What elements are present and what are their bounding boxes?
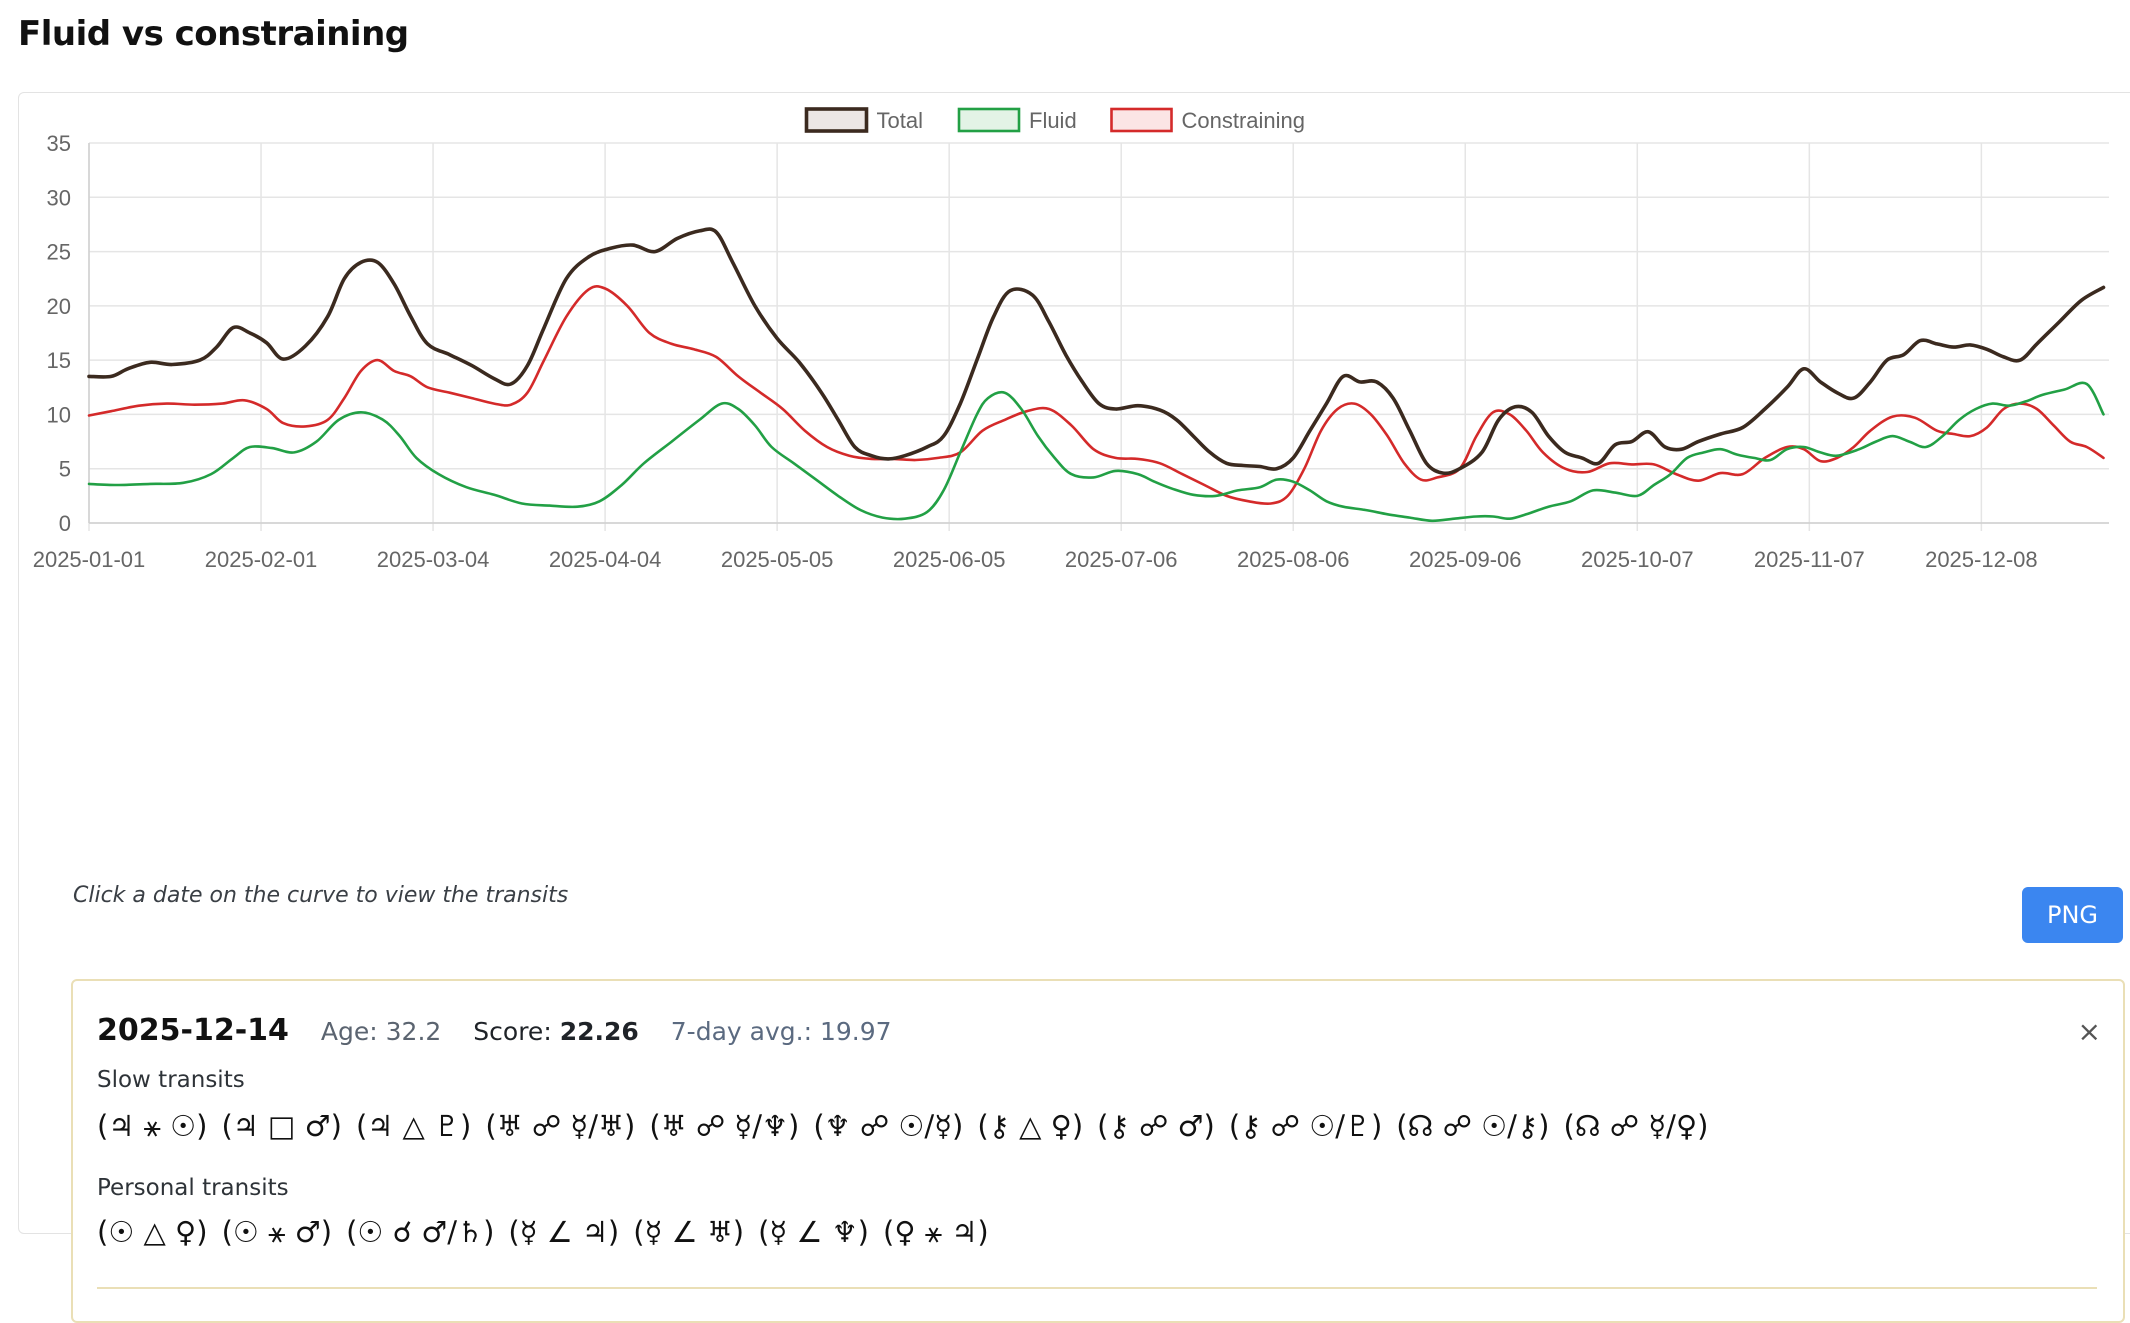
slow-transit[interactable]: (♃ ⚹ ☉): [97, 1109, 208, 1143]
x-tick-label: 2025-11-07: [1754, 547, 1865, 572]
score-label: Score:: [473, 1017, 552, 1046]
x-tick-label: 2025-06-05: [893, 547, 1006, 572]
y-tick-label: 10: [47, 402, 71, 427]
x-tick-label: 2025-07-06: [1065, 547, 1178, 572]
slow-transit[interactable]: (☊ ☍ ☿/♀): [1563, 1109, 1709, 1143]
legend-label-fluid: Fluid: [1029, 108, 1077, 133]
close-icon[interactable]: ×: [2077, 1015, 2101, 1048]
transit-detail-panel: 2025-12-14 Age: 32.2 Score: 22.26 7-day …: [71, 979, 2125, 1323]
png-export-button[interactable]: PNG: [2022, 887, 2123, 943]
x-tick-label: 2025-10-07: [1581, 547, 1694, 572]
slow-transit[interactable]: (♅ ☍ ☿/♆): [649, 1109, 800, 1143]
score-value: 22.26: [559, 1017, 639, 1046]
y-tick-label: 35: [47, 131, 71, 156]
personal-transit[interactable]: (☿ ∠ ♆): [758, 1215, 870, 1249]
detail-header: 2025-12-14 Age: 32.2 Score: 22.26 7-day …: [97, 1013, 892, 1048]
chart-card: 0 5 10 15 20 25 30 35 2025-01-01 2025-02-01 2025-0…: [18, 92, 2130, 1323]
slow-transit[interactable]: (♅ ☍ ☿/♅): [485, 1109, 636, 1143]
x-tick-label: 2025-03-04: [377, 547, 490, 572]
detail-age: Age: 32.2: [320, 1017, 442, 1046]
slow-transit[interactable]: (♃ □ ♂): [221, 1109, 342, 1143]
detail-date: 2025-12-14: [97, 1013, 289, 1048]
series-line-total: [87, 227, 2106, 476]
slow-transit[interactable]: (☊ ☍ ☉/⚷): [1396, 1109, 1550, 1143]
chart-hint: Click a date on the curve to view the tr…: [73, 883, 569, 908]
slow-transit[interactable]: (⚷ △ ♀): [977, 1109, 1084, 1143]
x-tick-label: 2025-04-04: [549, 547, 662, 572]
slow-transit[interactable]: (♃ △ ♇): [355, 1109, 472, 1143]
slow-transits-label: Slow transits: [97, 1067, 245, 1093]
personal-transit[interactable]: (☿ ∠ ♅): [633, 1215, 745, 1249]
personal-transit[interactable]: (♀ ⚹ ♃): [883, 1215, 989, 1249]
x-tick-label: 2025-01-01: [33, 547, 146, 572]
y-tick-label: 15: [47, 348, 71, 373]
personal-transit[interactable]: (☉ ⚹ ♂): [221, 1215, 333, 1249]
slow-transits-list: (♃ ⚹ ☉) (♃ □ ♂) (♃ △ ♇) (♅ ☍ ☿/♅) (♅ ☍ ☿/♆) (…: [97, 1109, 1723, 1144]
personal-transit[interactable]: (☉ ☌ ♂/♄): [346, 1215, 495, 1249]
slow-transit[interactable]: (♆ ☍ ☉/☿): [813, 1109, 964, 1143]
line-chart[interactable]: 0 5 10 15 20 25 30 35 2025-01-01 2025-02-01 2025-0…: [19, 93, 2130, 873]
y-tick-label: 0: [59, 511, 71, 536]
y-tick-label: 20: [47, 294, 71, 319]
legend-swatch-constraining: [1110, 107, 1173, 133]
legend-swatch-fluid: [957, 107, 1021, 133]
detail-score: Score: 22.26: [473, 1017, 638, 1046]
legend-label-constraining: Constraining: [1182, 108, 1306, 133]
legend-label-total: Total: [877, 108, 923, 133]
x-tick-label: 2025-12-08: [1925, 547, 2038, 572]
page-title: Fluid vs constraining: [18, 14, 409, 54]
y-tick-label: 5: [59, 457, 71, 482]
y-tick-label: 30: [47, 185, 71, 210]
slow-transit[interactable]: (⚷ ☍ ☉/♇): [1228, 1109, 1383, 1143]
personal-transit[interactable]: (☿ ∠ ♃): [508, 1215, 620, 1249]
divider: [97, 1287, 2097, 1289]
x-tick-label: 2025-02-01: [205, 547, 318, 572]
personal-transits-label: Personal transits: [97, 1175, 289, 1201]
x-tick-label: 2025-05-05: [721, 547, 834, 572]
personal-transits-list: (☉ △ ♀) (☉ ⚹ ♂) (☉ ☌ ♂/♄) (☿ ∠ ♃) (☿ ∠ ♅) (☿ …: [97, 1215, 1003, 1250]
series-line-fluid: [87, 381, 2105, 523]
personal-transit[interactable]: (☉ △ ♀): [97, 1215, 208, 1249]
legend-swatch-total: [804, 107, 869, 133]
x-tick-label: 2025-08-06: [1237, 547, 1350, 572]
x-tick-label: 2025-09-06: [1409, 547, 1522, 572]
detail-7day-avg: 7-day avg.: 19.97: [670, 1017, 892, 1046]
series-line-constraining: [87, 284, 2105, 506]
y-tick-label: 25: [47, 240, 71, 265]
slow-transit[interactable]: (⚷ ☍ ♂): [1097, 1109, 1215, 1143]
